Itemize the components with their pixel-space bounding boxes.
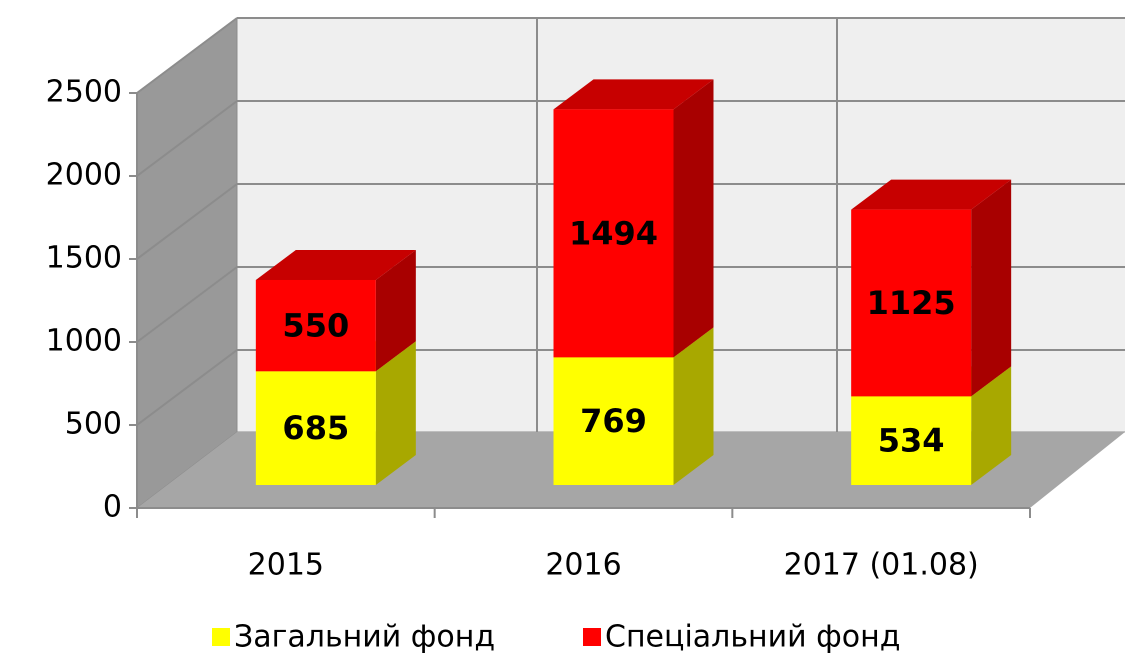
bar-side <box>375 341 416 485</box>
value-label: 1494 <box>569 214 658 252</box>
bar-side <box>971 366 1012 485</box>
side-grid-line <box>136 349 238 426</box>
x-tick-label: 2015 <box>248 548 324 583</box>
bar-side <box>673 327 714 485</box>
y-tick-label: 500 <box>65 407 122 442</box>
y-tick-label: 0 <box>103 490 122 525</box>
legend-label: Загальний фонд <box>234 620 495 655</box>
bar <box>851 396 972 485</box>
y-tick-label: 1000 <box>46 324 122 359</box>
bar <box>255 371 376 485</box>
bar <box>553 109 674 358</box>
legend-swatch <box>583 628 601 646</box>
side-grid-line <box>136 266 238 343</box>
legend-swatch <box>212 628 230 646</box>
y-tick-label: 2000 <box>46 158 122 193</box>
bar <box>553 357 674 485</box>
y-tick-label: 2500 <box>46 75 122 110</box>
bar-top <box>255 249 416 280</box>
bar-side <box>375 249 416 372</box>
bar-side <box>971 179 1012 397</box>
bar-side <box>673 79 714 358</box>
legend-label: Спеціальний фонд <box>605 620 901 655</box>
y-tick-label: 1500 <box>46 241 122 276</box>
x-tick-label: 2017 (01.08) <box>784 548 979 583</box>
x-tick-label: 2016 <box>545 548 621 583</box>
bar-top <box>851 179 1012 210</box>
value-label: 534 <box>878 422 945 460</box>
side-grid-line <box>136 17 238 94</box>
bar <box>255 279 376 372</box>
value-label: 550 <box>282 307 349 345</box>
value-label: 769 <box>580 402 647 440</box>
bar-top <box>553 79 714 110</box>
value-label: 1125 <box>867 284 956 322</box>
side-wall <box>136 17 238 510</box>
side-grid-line <box>136 183 238 260</box>
value-label: 685 <box>282 409 349 447</box>
bar <box>851 209 972 397</box>
side-grid-line <box>136 100 238 177</box>
